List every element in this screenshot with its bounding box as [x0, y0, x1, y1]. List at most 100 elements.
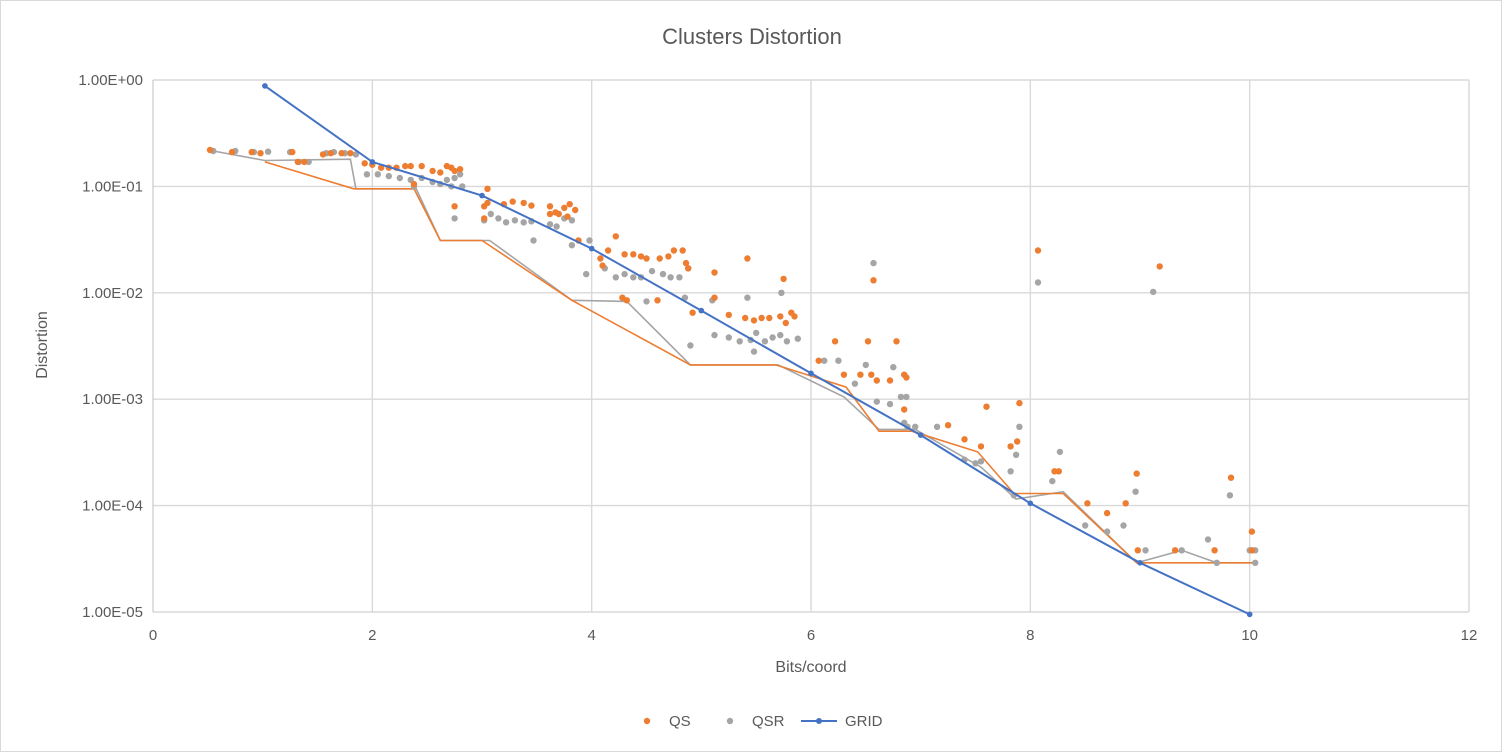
data-point [689, 309, 696, 316]
data-point [546, 221, 554, 228]
data-point [944, 422, 952, 429]
data-point [1120, 522, 1127, 529]
data-point [780, 275, 787, 283]
data-point [1133, 470, 1140, 477]
data-point [206, 146, 214, 154]
data-point [479, 192, 485, 199]
data-point [1082, 522, 1089, 529]
data-point [599, 262, 606, 269]
legend-marker-qs [643, 717, 651, 725]
data-point [484, 185, 491, 192]
data-point [687, 342, 694, 349]
data-point [808, 370, 814, 377]
x-tick-label: 8 [1026, 627, 1034, 644]
legend-marker-qsr [726, 717, 734, 725]
data-point [977, 443, 985, 450]
data-point [903, 374, 910, 381]
data-point [451, 167, 458, 175]
data-point [530, 237, 537, 244]
data-point [429, 167, 436, 175]
data-point [568, 242, 576, 249]
data-point [1132, 488, 1139, 495]
data-point [1016, 423, 1023, 430]
series-grid [262, 83, 1253, 618]
data-point [711, 294, 718, 301]
data-point [654, 297, 661, 304]
data-point [769, 334, 776, 341]
y-tick-label: 1.00E+00 [78, 72, 143, 89]
data-point [1056, 448, 1064, 456]
data-point [840, 371, 848, 378]
data-point [1227, 474, 1235, 481]
data-point [374, 171, 381, 178]
data-point [870, 277, 877, 284]
data-point [886, 400, 894, 408]
data-point [228, 148, 236, 156]
data-point [630, 274, 637, 281]
data-point [1137, 560, 1143, 566]
data-point [897, 393, 905, 401]
chart-title: Clusters Distortion [662, 24, 842, 49]
legend-label-qs: QS [669, 713, 691, 730]
data-point [257, 150, 264, 157]
data-point [566, 201, 573, 208]
data-point [1014, 438, 1021, 445]
data-point [750, 317, 758, 324]
data-point [667, 274, 674, 281]
data-point [385, 172, 392, 180]
data-point [546, 210, 554, 218]
data-point [1178, 547, 1185, 554]
data-point [347, 150, 354, 157]
data-point [851, 380, 859, 387]
data-point [456, 171, 464, 178]
data-point [1150, 288, 1157, 296]
data-point [758, 314, 765, 322]
data-point [481, 215, 488, 222]
x-tick-label: 10 [1241, 627, 1258, 644]
data-point [961, 436, 968, 443]
data-point [1034, 247, 1042, 254]
data-point [262, 83, 268, 89]
data-point [418, 162, 425, 170]
x-tick-label: 0 [149, 627, 157, 644]
data-point [338, 150, 345, 157]
data-point [1007, 443, 1014, 450]
data-point [443, 176, 451, 184]
data-point [520, 199, 527, 207]
data-point [1211, 547, 1218, 554]
data-point [815, 357, 822, 364]
data-point [528, 202, 535, 209]
data-point [972, 460, 979, 467]
series-line [264, 85, 1251, 616]
data-point [821, 357, 828, 364]
data-point [327, 150, 334, 157]
data-point [1171, 547, 1179, 554]
data-point [977, 458, 985, 465]
data-point [1007, 468, 1014, 475]
data-point [1103, 528, 1111, 535]
data-point [901, 406, 908, 413]
data-point [407, 162, 414, 170]
data-point [778, 289, 785, 296]
series-qs [206, 146, 1256, 554]
data-point [509, 198, 516, 205]
data-point [933, 423, 941, 430]
data-point [864, 338, 872, 345]
series-qs-frontier [264, 161, 1253, 564]
data-point [586, 237, 593, 244]
data-point [511, 217, 519, 224]
data-point [637, 253, 645, 260]
data-point [1246, 611, 1253, 618]
data-point [1134, 547, 1142, 554]
series [206, 83, 1259, 618]
data-point [1204, 536, 1212, 543]
data-point [665, 253, 672, 260]
data-point [459, 183, 466, 190]
data-point [1142, 547, 1149, 554]
data-point [761, 338, 769, 345]
data-point [1016, 399, 1023, 407]
data-point [1156, 263, 1163, 270]
data-point [289, 148, 296, 156]
data-point [835, 357, 842, 364]
y-tick-label: 1.00E-05 [82, 604, 143, 621]
